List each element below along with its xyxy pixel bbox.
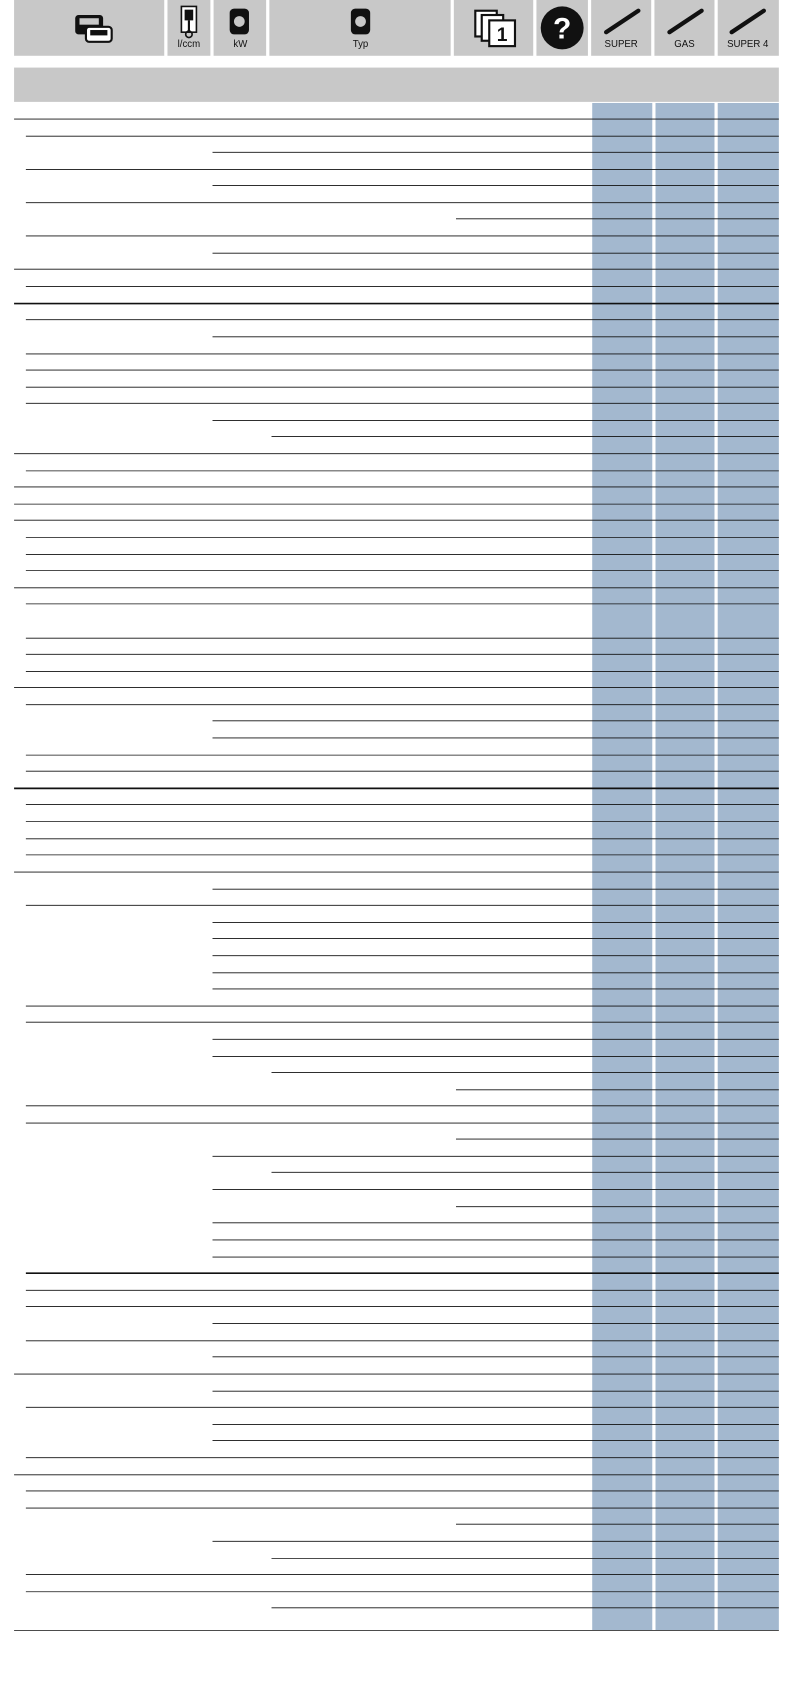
- row-rules: [14, 118, 779, 1631]
- super-column: [592, 102, 653, 1631]
- super-label: SUPER: [605, 39, 638, 50]
- super4-label: SUPER 4: [727, 39, 769, 50]
- displacement-label: l/ccm: [178, 39, 201, 50]
- gas-label: GAS: [674, 39, 694, 50]
- gas-header: [654, 0, 715, 56]
- type-label: Typ: [353, 39, 369, 50]
- vehicle-icon: [75, 15, 113, 43]
- svg-text:1: 1: [497, 25, 508, 46]
- section-band: [14, 67, 779, 102]
- info-icon: ?: [540, 6, 584, 50]
- super4-column: [717, 102, 779, 1631]
- power-label: kW: [233, 39, 248, 50]
- super4-header: [717, 0, 779, 56]
- super-header: [591, 0, 652, 56]
- gas-column: [655, 102, 715, 1631]
- svg-text:?: ?: [553, 13, 571, 46]
- piston-icon: [180, 5, 198, 39]
- plug-columns: [592, 102, 779, 1631]
- documents-icon: 1: [474, 9, 517, 48]
- header-row: l/ccm kW Typ 1 ? SUPER GA: [14, 0, 779, 56]
- spark-plug-icons: [604, 8, 766, 35]
- engine-type-icon: [350, 8, 371, 35]
- engine-icon: [229, 8, 249, 35]
